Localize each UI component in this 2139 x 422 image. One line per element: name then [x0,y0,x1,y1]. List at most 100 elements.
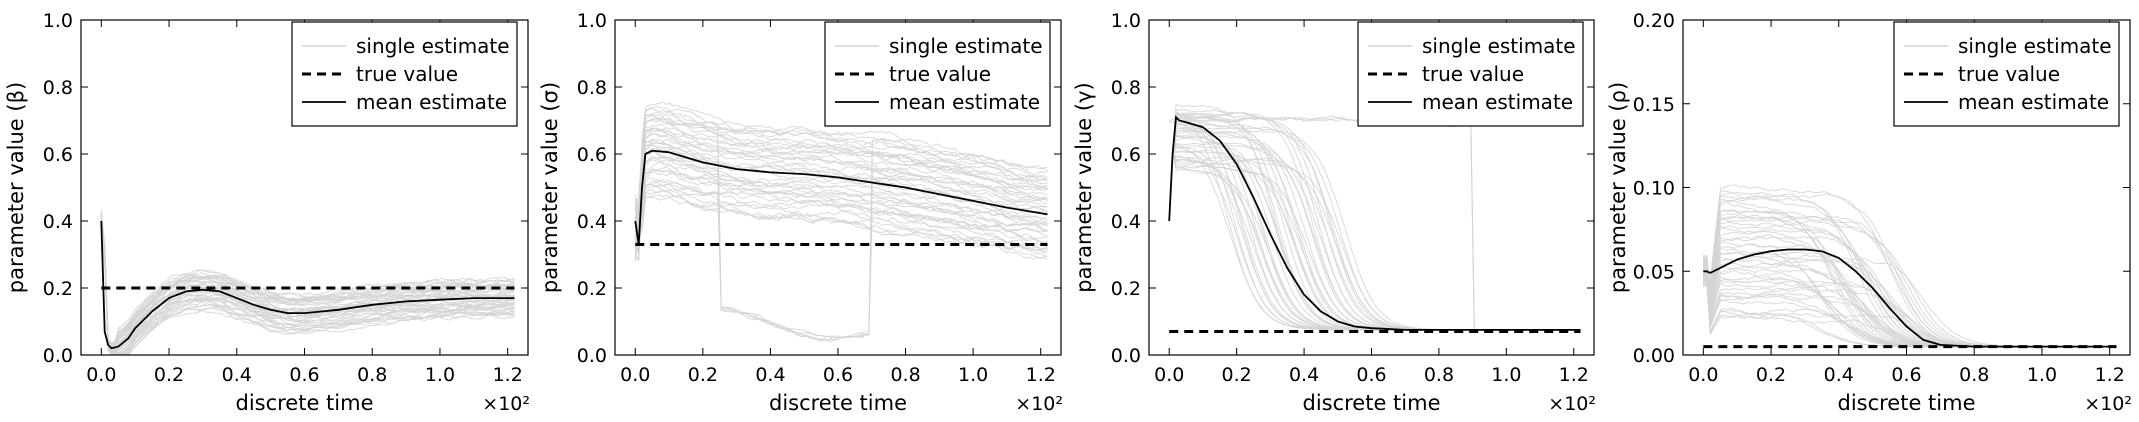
x-tick-label: 1.0 [958,364,988,386]
single-estimate-line [1703,250,2117,348]
x-tick-label: 0.8 [357,364,387,386]
y-tick-label: 0.8 [43,77,73,99]
y-tick-label: 0.15 [1633,94,1675,116]
single-estimate-line [1168,152,1581,331]
y-tick-label: 0.4 [1111,211,1141,233]
x-tick-label: 1.2 [493,364,523,386]
single-estimate-line [1168,152,1581,331]
y-tick-label: 0.00 [1633,345,1675,367]
single-estimate-line [634,166,1048,236]
x-tick-label: 0.4 [755,364,785,386]
single-estimate-line [1702,202,2117,348]
x-tick-label: 1.2 [1559,364,1589,386]
legend-box [291,21,518,127]
single-estimate-line [1168,114,1581,331]
x-tick-label: 0.0 [1688,364,1718,386]
single-estimate-line [1168,145,1581,331]
single-estimate-line [100,213,515,355]
y-axis-label: parameter value (γ) [1072,82,1096,292]
x-axis-label: discrete time [1302,391,1440,415]
x-tick-label: 0.2 [1756,364,1786,386]
single-estimate-line [1168,152,1581,331]
legend-entry: mean estimate [889,90,1040,114]
single-estimate-line [634,155,1048,254]
single-estimate-line [634,144,1048,245]
single-estimate-line [634,141,1048,237]
single-estimate-line [635,168,1048,252]
x-tick-label: 0.4 [1824,364,1854,386]
y-tick-label: 0.4 [43,211,73,233]
single-estimate-line [1168,151,1581,331]
x-axis-multiplier: ×10² [482,393,530,415]
x-axis-label: discrete time [769,391,907,415]
single-estimate-line [634,168,1048,262]
single-estimate-line [1168,152,1581,331]
single-estimate-line [634,101,1048,255]
mean-estimate-line [1168,115,1581,331]
x-tick-label: 0.6 [289,364,319,386]
y-tick-label: 0.2 [43,278,73,300]
y-tick-label: 0.6 [43,144,73,166]
legend-box [1357,21,1584,127]
legend-entry: true value [889,62,991,86]
single-estimate-line [100,222,515,355]
x-tick-label: 1.2 [2095,364,2125,386]
x-tick-label: 0.0 [1154,364,1184,386]
chart-panel-1: 0.0 0.2 0.4 0.6 0.8 1.0 1.2 0.0 0.2 0.4 0.6 0.8 1.0 d… [4,10,530,415]
x-axis-multiplier: ×10² [1548,393,1596,415]
single-estimate-line [634,183,1048,249]
single-estimate-line [634,184,1048,251]
legend-entry: mean estimate [1422,90,1573,114]
single-estimate-line [634,190,1048,257]
y-tick-label: 0.0 [577,345,607,367]
single-estimate-line [634,105,1048,245]
y-tick-label: 0.6 [1111,144,1141,166]
x-tick-label: 0.2 [154,364,184,386]
x-tick-label: 1.2 [1026,364,1056,386]
single-estimate-line [634,128,1048,220]
single-estimate-line [634,132,1048,240]
single-estimate-line [635,171,1048,261]
single-estimate-line [1168,113,1581,331]
x-tick-label: 0.4 [222,364,252,386]
single-estimate-line [634,144,1048,256]
x-tick-label: 0.8 [1959,364,1989,386]
y-tick-label: 0.8 [1111,77,1141,99]
legend-box [1893,21,2120,127]
y-axis-label: parameter value (σ) [538,82,562,293]
single-estimate-line [634,161,1048,232]
single-estimates [1168,103,1581,331]
legend-box [824,21,1051,127]
legend: single estimate true value mean estimate [1357,21,1584,127]
legend: single estimate true value mean estimate [291,21,518,127]
x-tick-label: 0.4 [1289,364,1319,386]
legend-entry: true value [356,62,458,86]
y-tick-label: 0.10 [1633,178,1675,200]
x-tick-label: 0.2 [1222,364,1252,386]
single-estimate-line [100,227,515,344]
mean-estimate-line [634,149,1048,245]
single-estimates [100,210,515,355]
chart-panel-2: 0.0 0.2 0.4 0.6 0.8 1.0 1.2 0.0 0.2 0.4 0.6 0.8 1.0 d… [538,10,1063,415]
single-estimate-line [634,111,1048,249]
y-tick-label: 1.0 [577,10,607,32]
mean-estimate-line [1703,248,2117,348]
x-axis-label: discrete time [235,391,373,415]
single-estimate-line [1169,116,1581,331]
single-estimate-line [1168,111,1581,331]
single-estimate-line [634,115,1048,223]
single-estimate-line [1168,151,1581,331]
single-estimate-line [1168,135,1581,331]
single-estimate-line [100,219,515,355]
legend: single estimate true value mean estimate [1893,21,2120,127]
y-tick-label: 0.20 [1633,10,1675,32]
single-estimate-line [1168,146,1581,331]
y-tick-label: 0.4 [577,211,607,233]
y-tick-label: 0.2 [577,278,607,300]
x-tick-label: 0.8 [1424,364,1454,386]
single-estimate-line [1168,149,1581,331]
y-tick-label: 0.2 [1111,278,1141,300]
y-tick-label: 0.6 [577,144,607,166]
single-estimate-line [100,214,515,355]
single-estimate-line [1168,108,1581,331]
